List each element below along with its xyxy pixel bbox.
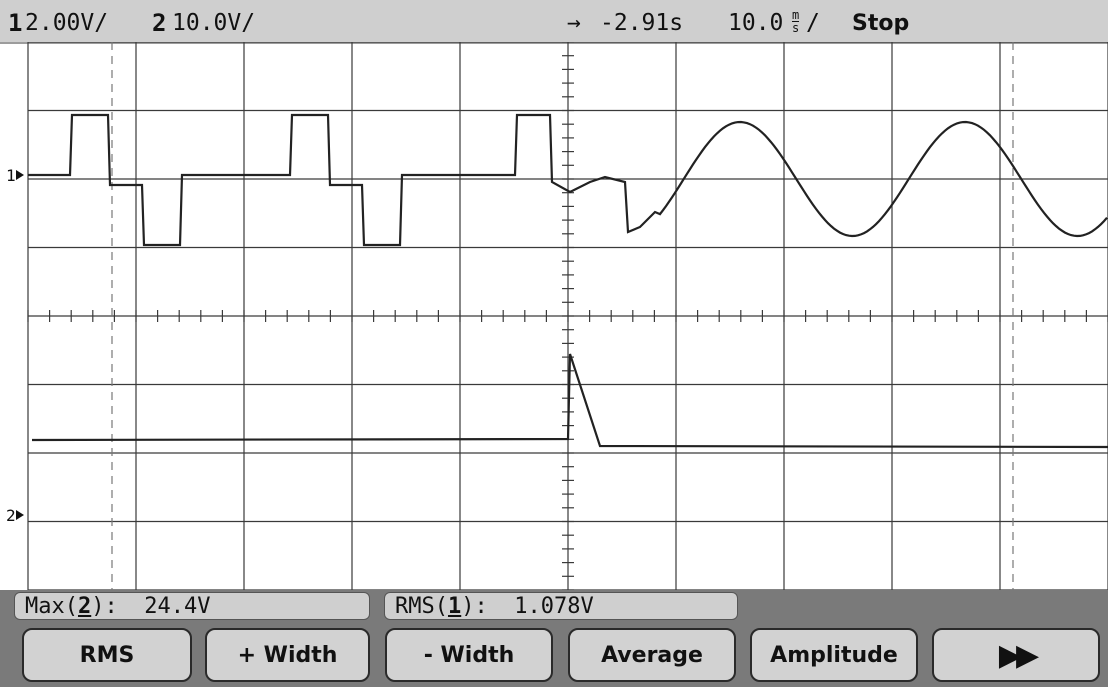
channel-markers: 12 xyxy=(6,166,24,525)
rms-softkey[interactable]: RMS xyxy=(22,628,192,682)
ch1-ground-marker-arrow-icon xyxy=(16,170,24,180)
time-unit-bottom: s xyxy=(792,21,800,35)
measurement-prefix: Max( xyxy=(25,594,78,619)
measurement-prefix: RMS( xyxy=(395,594,448,619)
softkey-label: Average xyxy=(601,642,703,668)
amplitude-softkey[interactable]: Amplitude xyxy=(750,628,918,682)
measurement-value: ): 24.4V xyxy=(91,594,211,619)
traces xyxy=(28,113,1108,449)
measurement-channel: 2 xyxy=(77,594,92,619)
softkey-label: RMS xyxy=(79,642,135,668)
measurement-value: ): 1.078V xyxy=(461,594,594,619)
measurement-max-ch2: Max(2): 24.4V xyxy=(14,592,370,620)
softkey-label: - Width xyxy=(423,642,515,668)
ch2-scale: 10.0V/ xyxy=(172,10,256,36)
ch1-ground-marker: 1 xyxy=(6,166,16,185)
ch1-scale: 2.00V/ xyxy=(25,10,109,36)
trigger-arrow-icon: → xyxy=(567,10,581,36)
softkey-label: + Width xyxy=(237,642,338,668)
measurement-readout-bar: Max(2): 24.4V RMS(1): 1.078V xyxy=(0,590,1108,622)
plus-width-softkey[interactable]: + Width xyxy=(205,628,370,682)
time-unit-top: m xyxy=(792,8,800,22)
waveform-plot: 12 xyxy=(6,42,1108,590)
channel-2-trace xyxy=(31,353,1108,449)
softkey-bar: RMS + Width - Width Average Amplitude ▶▶ xyxy=(0,622,1108,687)
next-page-softkey[interactable]: ▶▶ xyxy=(932,628,1100,682)
time-scale: 10.0 xyxy=(728,10,784,36)
time-scale-suffix: / xyxy=(806,10,820,36)
ch2-ground-marker: 2 xyxy=(6,506,16,525)
run-state: Stop xyxy=(852,11,910,36)
time-unit: m s xyxy=(792,8,800,35)
time-delay: -2.91s xyxy=(600,10,684,36)
ch2-number: 2 xyxy=(152,9,167,37)
ch1-number: 1 xyxy=(8,9,23,37)
softkey-label: Amplitude xyxy=(770,642,898,668)
minus-width-softkey[interactable]: - Width xyxy=(385,628,553,682)
average-softkey[interactable]: Average xyxy=(568,628,736,682)
graticule xyxy=(27,42,1108,590)
channel-1-trace xyxy=(28,113,1108,247)
ch2-ground-marker-arrow-icon xyxy=(16,510,24,520)
measurement-rms-ch1: RMS(1): 1.078V xyxy=(384,592,738,620)
measurement-channel: 1 xyxy=(447,594,462,619)
fast-forward-icon: ▶▶ xyxy=(998,637,1039,673)
status-bar: 1 2.00V/ 2 10.0V/ → -2.91s 10.0 m s / St… xyxy=(0,0,1108,44)
